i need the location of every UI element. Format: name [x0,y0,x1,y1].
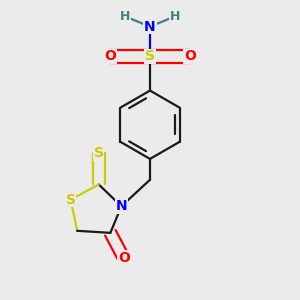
Text: S: S [66,193,76,207]
Text: O: O [184,50,196,63]
Text: O: O [104,50,116,63]
Text: S: S [94,146,104,160]
Text: S: S [145,50,155,63]
Text: N: N [144,20,156,34]
Text: H: H [170,10,181,23]
Text: O: O [118,251,130,265]
Text: H: H [119,10,130,23]
Text: N: N [116,199,127,213]
